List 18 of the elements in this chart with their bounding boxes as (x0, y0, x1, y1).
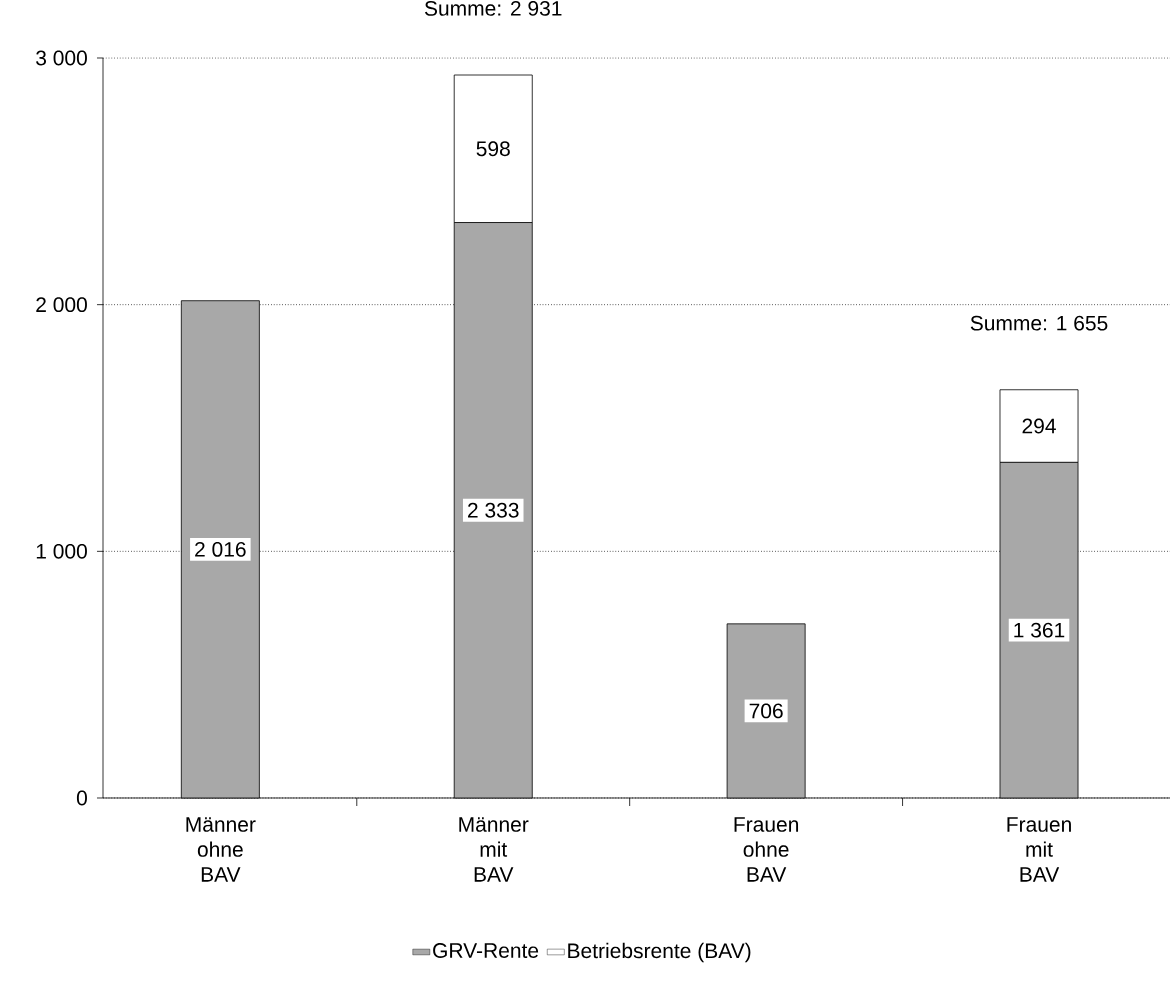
legend-label: GRV-Rente (433, 943, 539, 958)
total-label: Summe: 2 931 (424, 0, 562, 16)
data-label: 2 333 (468, 502, 519, 518)
data-label: 294 (1022, 418, 1056, 434)
y-tick-label: 2 000 (36, 297, 87, 313)
y-tick-label: 3 000 (36, 50, 87, 66)
y-tick-label: 1 000 (36, 543, 87, 559)
total-label: Summe: 1 655 (970, 315, 1108, 331)
x-tick-label: Frauen mit BAV (1007, 817, 1071, 882)
data-label: 2 016 (195, 541, 246, 557)
data-label: 706 (749, 703, 783, 719)
data-label: 1 361 (1014, 622, 1065, 638)
data-label: 598 (476, 141, 510, 157)
legend-label: Betriebsrente (BAV) (568, 942, 751, 963)
x-tick-label: Frauen ohne BAV (734, 817, 799, 882)
x-tick-label: Männer mit BAV (459, 817, 529, 882)
y-tick-label: 0 (76, 790, 87, 806)
x-tick-label: Männer ohne BAV (186, 817, 256, 882)
